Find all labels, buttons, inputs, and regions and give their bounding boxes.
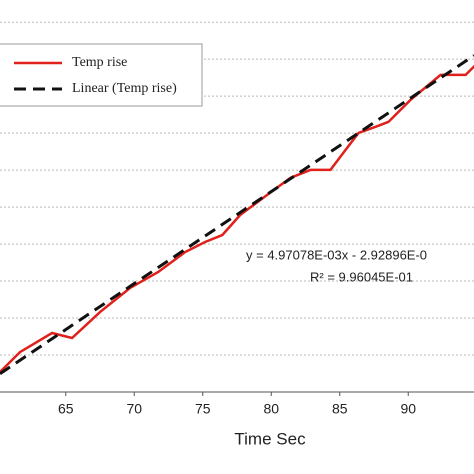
legend-box — [0, 43, 203, 107]
x-tick-label: 70 — [126, 401, 142, 417]
x-tick-label: 65 — [58, 401, 74, 417]
legend-label: Linear (Temp rise) — [72, 81, 177, 96]
series-line — [0, 54, 474, 375]
x-tick-label: 90 — [400, 401, 416, 417]
x-tick-label: 80 — [263, 401, 279, 417]
x-axis-title: Time Sec — [234, 429, 306, 448]
plot — [0, 54, 474, 375]
series-line — [0, 64, 474, 373]
x-tick-label: 85 — [332, 401, 348, 417]
equation: y = 4.97078E-03x - 2.92896E-0 — [246, 247, 427, 262]
legend-label: Temp rise — [72, 55, 127, 70]
legend: Temp rise Linear (Temp rise) — [14, 55, 177, 96]
grid — [0, 21, 474, 396]
r-squared: R² = 9.96045E-01 — [310, 269, 413, 284]
x-tick-label: 75 — [195, 401, 211, 417]
